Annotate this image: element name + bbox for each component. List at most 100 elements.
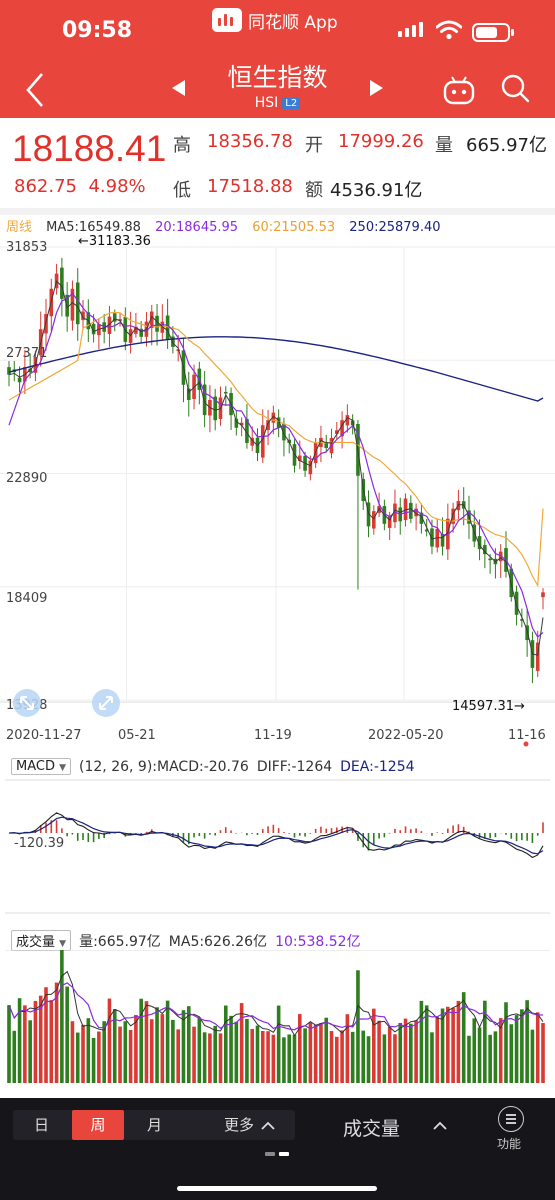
index-code: HSI L2 (0, 95, 555, 111)
volume-bar (23, 1005, 27, 1083)
function-label[interactable]: 功能 (497, 1137, 522, 1151)
candle-body (91, 323, 96, 335)
macd-selector[interactable]: MACD ▼ (11, 758, 72, 775)
volume-bar (393, 1034, 397, 1083)
candle-body (245, 418, 249, 443)
volume-bar (12, 1030, 17, 1083)
volume-bar (541, 1023, 545, 1083)
next-index-icon[interactable] (370, 80, 383, 96)
candle-body (477, 536, 482, 550)
volume-bar (218, 1033, 223, 1083)
candle-body (271, 412, 276, 423)
volume-bar (440, 1008, 445, 1083)
period-switcher: 日 周 月 更多 (13, 1110, 295, 1140)
volume-bar (313, 1024, 318, 1083)
candle-body (419, 512, 424, 524)
volume-bar (498, 1018, 503, 1083)
prev-index-icon[interactable] (172, 80, 185, 96)
volume-bar (197, 1017, 202, 1083)
volume-bar (287, 1034, 292, 1083)
candle-body (525, 625, 529, 641)
period-day[interactable]: 日 (33, 1116, 49, 1134)
volume-bar (44, 987, 48, 1083)
volume-bar (435, 1016, 440, 1083)
candle-body (75, 282, 80, 325)
volume-bar (7, 1005, 11, 1083)
candle-body (488, 558, 492, 561)
candle-body (451, 508, 455, 524)
period-label[interactable]: 周线 (6, 220, 33, 235)
volume-bar (329, 1031, 334, 1083)
candle-body (176, 349, 180, 351)
volume-legend: 成交量 ▼ 量:665.97亿 MA5:626.26亿 10:538.52亿 (11, 930, 361, 951)
volume-bar (350, 1031, 355, 1083)
chevron-up-icon[interactable] (260, 1118, 276, 1134)
page-title: 恒生指数 (227, 63, 328, 92)
candle-body (186, 388, 191, 400)
candle-body (213, 396, 217, 421)
wifi-icon (436, 20, 462, 40)
back-arrow-icon[interactable] (20, 70, 48, 110)
vol-ma10-line (8, 982, 544, 1031)
volume-bar (303, 1028, 307, 1083)
volume-bar (525, 1000, 529, 1083)
y-tick-label: 27371 (6, 346, 48, 361)
period-month[interactable]: 月 (146, 1116, 162, 1134)
code-text: HSI (254, 95, 279, 111)
volume-bar (155, 1007, 159, 1083)
candle-body (514, 591, 519, 615)
ma60-legend: 60:21505.53 (252, 220, 336, 235)
search-icon[interactable] (500, 73, 530, 105)
volume-bar (186, 1006, 191, 1083)
volume-bar (514, 1015, 519, 1083)
ma5-line (8, 280, 544, 656)
candle-body (498, 551, 503, 562)
volume-bar (535, 1012, 540, 1083)
candle-body (541, 592, 545, 598)
volume-bar (223, 1005, 228, 1083)
x-tick-label: 11-16 (508, 728, 546, 743)
app-name: 同花顺 App (248, 12, 338, 33)
menu-icon[interactable] (498, 1106, 524, 1132)
indicator-title[interactable]: 成交量 (343, 1118, 401, 1140)
min-annotation: 14597.31→ (452, 699, 525, 714)
expand-icon[interactable] (91, 688, 121, 718)
volume-bar (250, 1029, 255, 1083)
page-indicator (265, 1152, 289, 1156)
ma5-legend: MA5:16549.88 (46, 220, 141, 235)
macd-chart (5, 779, 550, 914)
period-week[interactable]: 周 (72, 1110, 124, 1140)
volume-bar (356, 970, 360, 1083)
candle-body (60, 267, 64, 299)
chevron-up-icon[interactable] (432, 1118, 448, 1134)
app-indicator: 同花顺 App (212, 7, 338, 33)
collapse-icon[interactable] (12, 688, 42, 718)
candlestick-chart[interactable] (0, 235, 555, 755)
volume-bar (139, 998, 143, 1083)
volume-bar (308, 1022, 313, 1083)
max-annotation: ←31183.36 (78, 234, 151, 249)
amount-label: 额 (305, 180, 323, 201)
volume-bar (202, 1032, 207, 1083)
robot-assistant-icon[interactable] (443, 75, 475, 105)
dropdown-icon: ▼ (59, 939, 67, 949)
volume-bar (160, 1014, 165, 1083)
candle-body (107, 316, 112, 334)
volume-bar (102, 1021, 106, 1083)
period-more[interactable]: 更多 (223, 1116, 254, 1134)
volume-bar (107, 998, 112, 1083)
candle-body (239, 422, 244, 426)
volume-bar (324, 1017, 329, 1083)
macd-axis-label: -120.39 (14, 836, 65, 851)
volume-bar (181, 1010, 186, 1083)
l2-badge: L2 (282, 98, 301, 109)
volume-bar (372, 1008, 376, 1083)
volume-bar (255, 1025, 260, 1083)
candle-body (424, 529, 429, 532)
candle-body (17, 377, 22, 383)
volume-selector[interactable]: 成交量 ▼ (11, 930, 72, 951)
volume-bar (414, 1020, 418, 1083)
open-label: 开 (305, 135, 323, 156)
macd-params: (12, 26, 9):MACD:-20.76 (79, 758, 249, 775)
volume-chart (5, 950, 550, 1083)
